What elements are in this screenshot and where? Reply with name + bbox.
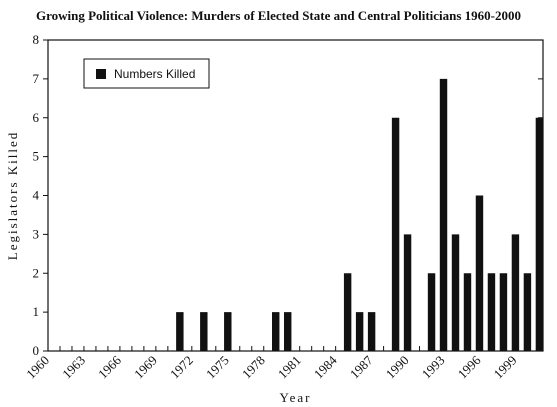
x-tick-label: 1990: [383, 353, 412, 382]
bar: [200, 312, 208, 351]
bar: [499, 273, 508, 351]
y-axis-label: Legislators Killed: [5, 131, 20, 261]
bar: [391, 117, 400, 351]
bar: [283, 312, 292, 351]
x-tick-label: 1984: [311, 352, 340, 381]
bar: [343, 273, 352, 351]
bar: [511, 234, 520, 351]
bar: [535, 117, 544, 351]
x-axis-label: Year: [280, 390, 312, 405]
bar: [176, 312, 184, 351]
bar: [487, 273, 496, 351]
x-tick-label: 1999: [491, 353, 520, 382]
chart-title: Growing Political Violence: Murders of E…: [35, 8, 522, 23]
legend-label: Numbers Killed: [114, 67, 195, 81]
y-tick-label: 6: [33, 110, 40, 125]
bar: [439, 78, 448, 351]
x-tick-label: 1966: [95, 352, 124, 381]
bar: [403, 234, 412, 351]
x-tick-label: 1996: [455, 352, 484, 381]
y-tick-label: 3: [33, 226, 40, 241]
x-tick-label: 1981: [275, 353, 304, 382]
x-tick-label: 1969: [131, 353, 160, 382]
bar: [451, 234, 460, 351]
x-tick-label: 1963: [59, 353, 88, 382]
y-tick-label: 0: [33, 343, 40, 358]
y-tick-label: 2: [33, 265, 40, 280]
x-tick-label: 1975: [203, 353, 232, 382]
bar: [427, 273, 436, 351]
x-tick-label: 1972: [167, 353, 196, 382]
x-tick-label: 1960: [23, 353, 52, 382]
bar: [367, 312, 376, 351]
y-tick-label: 4: [33, 188, 40, 203]
bar: [224, 312, 232, 351]
x-tick-label: 1993: [419, 353, 448, 382]
y-tick-label: 1: [33, 304, 40, 319]
bar: [523, 273, 532, 351]
bar: [463, 273, 472, 351]
y-tick-label: 5: [33, 149, 40, 164]
y-tick-label: 8: [33, 32, 40, 47]
bar: [475, 195, 484, 351]
x-tick-label: 1987: [347, 352, 376, 381]
y-tick-label: 7: [33, 71, 40, 86]
x-tick-label: 1978: [239, 353, 268, 382]
bar: [272, 312, 280, 351]
bar: [355, 312, 364, 351]
legend-swatch: [96, 69, 106, 79]
